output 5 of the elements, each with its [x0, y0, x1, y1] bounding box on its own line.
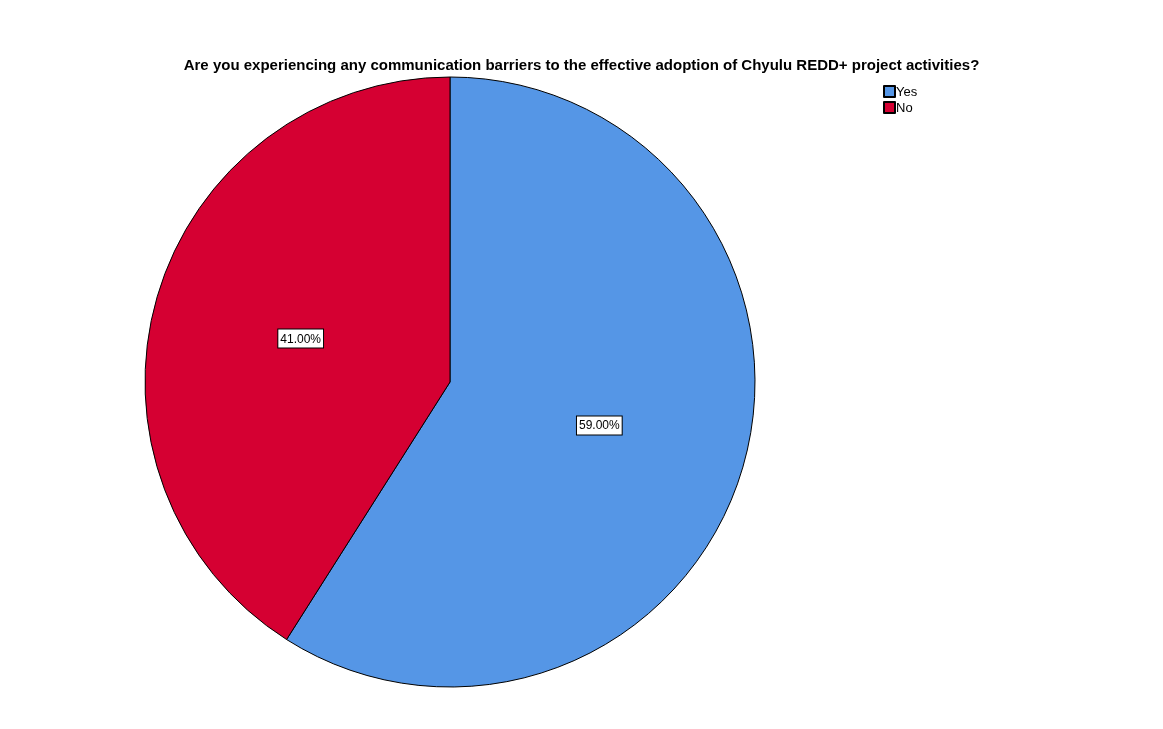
chart-title: Are you experiencing any communication barriers to the effective adoption of Chyulu REDD+ project activities? — [183, 56, 980, 73]
legend-label: No — [896, 100, 913, 115]
data-label: 59.00% — [578, 418, 620, 433]
data-label: 41.00% — [280, 331, 322, 346]
legend-label: Yes — [896, 84, 918, 99]
